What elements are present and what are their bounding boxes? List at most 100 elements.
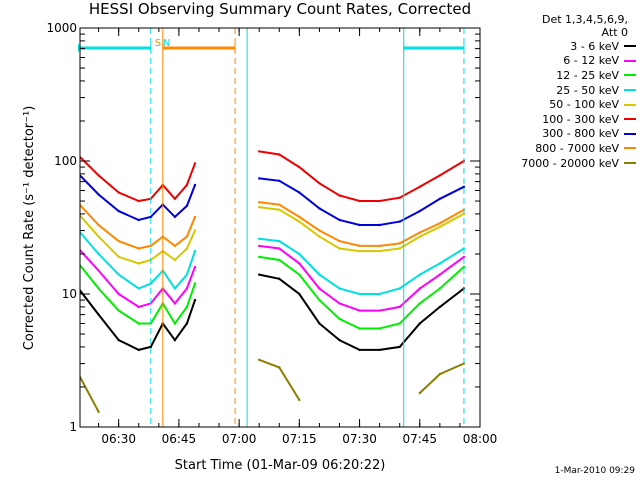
data-point bbox=[438, 225, 442, 228]
data-point bbox=[77, 154, 79, 156]
data-point bbox=[318, 207, 321, 210]
data-point bbox=[193, 265, 197, 269]
data-point bbox=[193, 215, 197, 219]
annotation-s: S bbox=[155, 38, 161, 49]
data-point bbox=[398, 322, 401, 325]
data-point bbox=[258, 150, 261, 153]
data-point bbox=[137, 322, 140, 325]
legend-swatch bbox=[624, 45, 636, 48]
data-point bbox=[378, 327, 381, 330]
data-point bbox=[338, 247, 341, 250]
y-tick-label: 1000 bbox=[46, 21, 77, 35]
data-point bbox=[438, 197, 442, 200]
data-point bbox=[77, 262, 79, 264]
legend-swatch bbox=[624, 89, 636, 92]
series-segment bbox=[80, 374, 100, 413]
series-segment bbox=[258, 273, 465, 351]
legend-entry-label: 300 - 800 keV bbox=[542, 127, 619, 141]
data-point bbox=[278, 239, 281, 243]
data-point bbox=[462, 185, 466, 188]
data-point bbox=[318, 322, 321, 325]
series-segment bbox=[259, 206, 465, 253]
data-point bbox=[358, 309, 361, 312]
y-tick-label: 10 bbox=[62, 287, 77, 301]
data-point bbox=[338, 338, 341, 342]
data-point bbox=[338, 218, 341, 222]
x-tick-label: 06:45 bbox=[162, 432, 197, 446]
data-point bbox=[173, 287, 177, 290]
data-point bbox=[438, 287, 442, 290]
data-point bbox=[298, 220, 301, 223]
data-point bbox=[418, 391, 421, 395]
data-point bbox=[358, 223, 361, 227]
data-point bbox=[358, 249, 361, 253]
legend-header-line2: Att 0 bbox=[601, 26, 628, 39]
data-point bbox=[117, 209, 120, 213]
data-point bbox=[117, 191, 120, 194]
data-point bbox=[438, 372, 442, 376]
data-point bbox=[185, 287, 189, 290]
series-300-800keV-line bbox=[80, 174, 466, 227]
data-point bbox=[358, 348, 361, 352]
data-point bbox=[378, 249, 381, 253]
data-point bbox=[193, 249, 197, 253]
data-point bbox=[278, 277, 281, 280]
data-point bbox=[137, 218, 140, 222]
data-point bbox=[173, 197, 177, 200]
data-point bbox=[418, 273, 421, 276]
data-point bbox=[77, 213, 79, 215]
x-tick-label: 06:30 bbox=[101, 432, 136, 446]
legend-swatch bbox=[624, 74, 636, 77]
series-segment bbox=[259, 244, 465, 312]
data-point bbox=[258, 237, 261, 240]
data-point bbox=[378, 292, 381, 296]
data-point bbox=[278, 203, 281, 206]
data-point bbox=[438, 273, 442, 276]
legend-entry: 800 - 7000 keV bbox=[484, 141, 636, 156]
data-point bbox=[338, 317, 341, 321]
legend-entry-label: 800 - 7000 keV bbox=[535, 141, 619, 155]
data-point bbox=[298, 191, 301, 194]
legend-entry-label: 6 - 12 keV bbox=[563, 54, 619, 68]
legend-swatch bbox=[624, 162, 636, 165]
data-point bbox=[117, 273, 120, 276]
data-point bbox=[137, 305, 140, 309]
data-point bbox=[378, 223, 381, 227]
legend-entry-label: 12 - 25 keV bbox=[556, 68, 619, 82]
data-point bbox=[462, 255, 466, 259]
data-point bbox=[418, 322, 421, 325]
data-point bbox=[378, 309, 381, 312]
data-point bbox=[97, 174, 100, 177]
data-point bbox=[185, 183, 189, 187]
data-point bbox=[278, 153, 281, 156]
data-point bbox=[97, 410, 100, 413]
data-point bbox=[378, 244, 381, 248]
data-point bbox=[77, 373, 79, 375]
data-point bbox=[398, 287, 401, 290]
legend-entry: 50 - 100 keV bbox=[484, 97, 636, 112]
data-point bbox=[137, 348, 140, 352]
data-point bbox=[185, 247, 189, 250]
data-point bbox=[278, 179, 281, 182]
data-point bbox=[77, 287, 79, 289]
data-point bbox=[258, 177, 261, 180]
data-point bbox=[97, 287, 100, 290]
data-point bbox=[418, 185, 421, 188]
data-point bbox=[278, 366, 281, 369]
data-point bbox=[193, 183, 197, 187]
data-point bbox=[185, 204, 189, 208]
y-axis-label: Corrected Count Rate (s⁻¹ detector⁻¹) bbox=[22, 106, 37, 351]
legend-entry: 7000 - 20000 keV bbox=[484, 156, 636, 171]
legend-swatch bbox=[624, 103, 636, 106]
data-point bbox=[117, 309, 120, 312]
data-point bbox=[418, 235, 421, 238]
plot-frame bbox=[79, 27, 481, 428]
data-point bbox=[378, 199, 381, 203]
data-point bbox=[173, 322, 177, 325]
data-point bbox=[358, 199, 361, 203]
data-point bbox=[398, 242, 401, 245]
data-point bbox=[318, 182, 321, 185]
data-point bbox=[298, 262, 301, 265]
data-point bbox=[149, 244, 152, 248]
